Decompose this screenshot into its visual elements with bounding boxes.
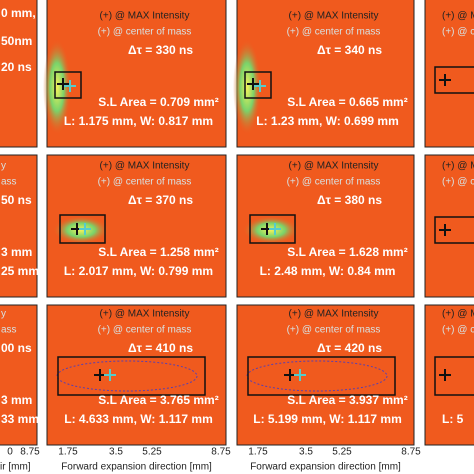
panel-text: (+) @ cente bbox=[442, 177, 474, 188]
area: S.L Area = 0.665 mm² bbox=[287, 95, 407, 109]
size: L: 2.48 mm, W: 0.84 mm bbox=[260, 264, 396, 278]
area: S.L Area = 3.765 mm² bbox=[98, 393, 218, 407]
roi-box bbox=[434, 216, 474, 244]
panel bbox=[236, 0, 415, 148]
x-tick-label: 1.75 bbox=[248, 447, 268, 458]
x-tick-label: 0 bbox=[7, 447, 13, 458]
legend-com: (+) @ center of mass bbox=[287, 325, 381, 336]
panel-text: (+) @ MAX bbox=[442, 11, 474, 22]
panel bbox=[424, 154, 474, 298]
panel-text: 3 mm bbox=[1, 393, 32, 407]
plume bbox=[246, 360, 388, 392]
roi-box bbox=[57, 356, 206, 396]
legend-com: (+) @ center of mass bbox=[98, 177, 192, 188]
x-tick-label: 5.25 bbox=[332, 447, 352, 458]
panel bbox=[46, 304, 227, 446]
delay: Δτ = 330 ns bbox=[128, 43, 193, 57]
area: S.L Area = 3.937 mm² bbox=[287, 393, 407, 407]
panel-text: y bbox=[1, 161, 6, 172]
area: S.L Area = 1.258 mm² bbox=[98, 245, 218, 259]
panel-text: L: 5 bbox=[442, 412, 464, 426]
legend-com: (+) @ center of mass bbox=[287, 177, 381, 188]
x-tick-label: 3.5 bbox=[299, 447, 313, 458]
panel-text: 50 ns bbox=[1, 193, 32, 207]
panel-text: (+) @ cente bbox=[442, 325, 474, 336]
x-axis-label: Forward expansion direction [mm] bbox=[250, 462, 401, 473]
panel bbox=[236, 304, 415, 446]
legend-com: (+) @ center of mass bbox=[287, 27, 381, 38]
roi-box bbox=[434, 356, 474, 396]
roi-box bbox=[54, 71, 82, 99]
plume bbox=[56, 360, 198, 392]
size: L: 2.017 mm, W: 0.799 mm bbox=[64, 264, 213, 278]
area: S.L Area = 0.709 mm² bbox=[98, 95, 218, 109]
panel-text: 3 mm bbox=[1, 245, 32, 259]
size: L: 5.199 mm, W: 1.117 mm bbox=[253, 412, 402, 426]
legend-max: (+) @ MAX Intensity bbox=[100, 161, 190, 172]
panel-text: 0 mm, bbox=[1, 6, 36, 20]
panel-text: (+) @ MAX bbox=[442, 309, 474, 320]
legend-com: (+) @ center of mass bbox=[98, 27, 192, 38]
legend-max: (+) @ MAX Intensity bbox=[100, 11, 190, 22]
panel bbox=[46, 0, 227, 148]
x-tick-label: 8.75 bbox=[211, 447, 231, 458]
x-axis-label: ir [mm] bbox=[0, 462, 31, 473]
x-tick-label: 1.75 bbox=[58, 447, 78, 458]
panel-text: (+) @ cente bbox=[442, 27, 474, 38]
legend-max: (+) @ MAX Intensity bbox=[289, 11, 379, 22]
roi-box bbox=[434, 66, 474, 94]
delay: Δτ = 410 ns bbox=[128, 341, 193, 355]
panel-text: y bbox=[1, 309, 6, 320]
plume bbox=[233, 39, 261, 135]
panel-text: (+) @ MAX bbox=[442, 161, 474, 172]
panel-text: ass bbox=[1, 325, 17, 336]
roi-box bbox=[249, 214, 296, 244]
delay: Δτ = 380 ns bbox=[317, 193, 382, 207]
panel bbox=[0, 154, 38, 298]
panel-text: 33 mm bbox=[1, 412, 39, 426]
x-tick-label: 3.5 bbox=[109, 447, 123, 458]
panel-text: 00 ns bbox=[1, 341, 32, 355]
size: L: 1.23 mm, W: 0.699 mm bbox=[256, 114, 399, 128]
x-tick-label: 8.75 bbox=[401, 447, 421, 458]
size: L: 4.633 mm, W: 1.117 mm bbox=[64, 412, 213, 426]
delay: Δτ = 420 ns bbox=[317, 341, 382, 355]
panel-text: 25 mm bbox=[1, 264, 39, 278]
roi-box bbox=[59, 214, 106, 244]
legend-max: (+) @ MAX Intensity bbox=[100, 309, 190, 320]
panel bbox=[0, 304, 38, 446]
panel bbox=[424, 0, 474, 148]
panel-text: 50nm bbox=[1, 34, 32, 48]
legend-max: (+) @ MAX Intensity bbox=[289, 309, 379, 320]
area: S.L Area = 1.628 mm² bbox=[287, 245, 407, 259]
x-axis-label: Forward expansion direction [mm] bbox=[61, 462, 212, 473]
legend-com: (+) @ center of mass bbox=[98, 325, 192, 336]
plume bbox=[43, 39, 71, 135]
panel bbox=[0, 0, 38, 148]
x-tick-label: 8.75 bbox=[20, 447, 40, 458]
panel-text: 20 ns bbox=[1, 60, 32, 74]
size: L: 1.175 mm, W: 0.817 mm bbox=[64, 114, 213, 128]
delay: Δτ = 340 ns bbox=[317, 43, 382, 57]
x-tick-label: 5.25 bbox=[142, 447, 162, 458]
delay: Δτ = 370 ns bbox=[128, 193, 193, 207]
panel-text: ass bbox=[1, 177, 17, 188]
legend-max: (+) @ MAX Intensity bbox=[289, 161, 379, 172]
roi-box bbox=[247, 356, 396, 396]
roi-box bbox=[244, 71, 272, 99]
